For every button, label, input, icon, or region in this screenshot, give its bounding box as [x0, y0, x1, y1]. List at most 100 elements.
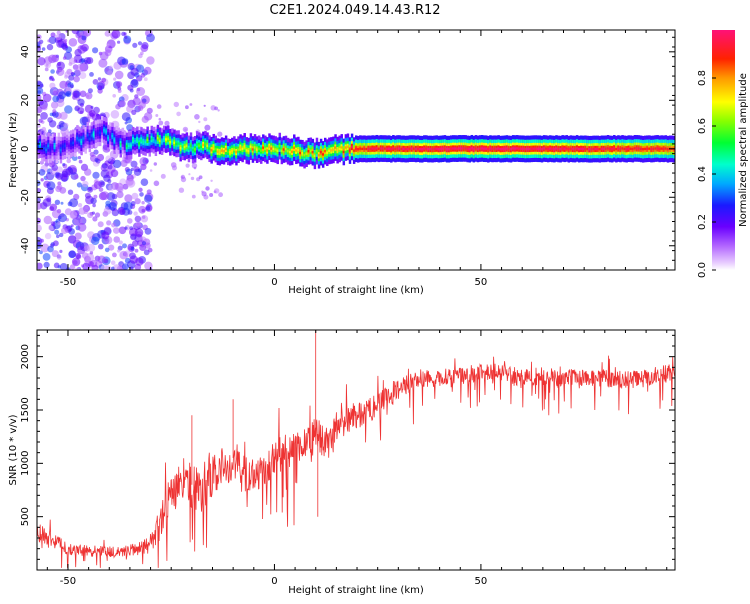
spectrogram-noise-speck: [80, 175, 86, 182]
spectrogram-ridge-cell: [404, 147, 407, 151]
spectrogram-noise-speck: [85, 253, 95, 262]
spectrogram-ridge-cell: [237, 148, 240, 151]
y-tick-label: -20: [20, 189, 31, 205]
spectrogram-noise-speck: [49, 206, 55, 212]
spectrogram-ridge-cell: [516, 147, 519, 150]
spectrogram-ridge-cell: [427, 147, 430, 151]
spectrogram-ridge-cell: [107, 136, 110, 140]
spectrogram-ridge-cell: [464, 147, 467, 150]
spectrogram-noise-speck: [198, 120, 201, 124]
spectrogram-noise-speck: [98, 243, 104, 250]
spectrogram-noise-speck: [214, 106, 219, 111]
spectrogram-ridge-cell: [127, 144, 131, 148]
spectrogram-ridge-cell: [363, 147, 366, 150]
spectrogram-ridge-cell: [309, 149, 312, 153]
spectrogram-noise-speck: [56, 166, 63, 173]
spectrogram-ridge-cell: [392, 147, 395, 150]
spectrogram-ridge-cell: [154, 141, 158, 144]
spectrogram-noise-speck: [92, 79, 99, 85]
spectrogram-ridge-cell: [538, 147, 542, 150]
spectrogram-ridge-cell: [352, 149, 356, 152]
spectrogram-ridge-cell: [121, 139, 125, 143]
spectrogram-ridge-cell: [418, 147, 422, 151]
spectrogram-ridge-cell: [476, 147, 480, 151]
spectrogram-ridge-cell: [328, 149, 331, 153]
spectrogram-ridge-cell: [226, 150, 230, 153]
spectrogram-noise-speck: [123, 201, 133, 211]
spectrogram-ridge-cell: [406, 147, 410, 151]
spectrogram-ridge-cell: [338, 147, 341, 151]
spectrogram-ridge-cell: [452, 147, 455, 150]
spectrogram-ridge-cell: [569, 147, 573, 150]
spectrogram-noise-speck: [116, 191, 124, 199]
spectrogram-ridge-cell: [158, 139, 162, 143]
spectrogram-ridge-cell: [136, 138, 139, 142]
spectrogram-ridge-cell: [303, 153, 306, 157]
spectrogram-noise-speck: [105, 68, 109, 72]
spectrogram-noise-speck: [97, 77, 102, 81]
colorbar-tick-label: 0.6: [697, 118, 708, 134]
spectrogram-ridge-cell: [117, 139, 120, 143]
spectrogram-ridge-cell: [255, 148, 259, 151]
spectrogram-ridge-cell: [542, 147, 546, 150]
spectrogram-panel: -50 0 50 -40 -20 0 20 40 Height of straight lin…: [8, 29, 676, 296]
spectrogram-noise-speck: [121, 58, 129, 65]
spectrogram-noise-speck: [59, 249, 63, 253]
spectrogram-noise-speck: [98, 58, 108, 68]
spectrogram-ridge-cell: [125, 144, 129, 148]
spectrogram-noise-speck: [82, 180, 89, 188]
spectrogram-ridge-cell: [187, 147, 191, 151]
spectrogram-noise-speck: [81, 35, 87, 41]
spectrogram-noise-speck: [37, 188, 42, 194]
spectrogram-noise-speck: [126, 178, 136, 188]
spectrogram-noise-speck: [37, 106, 43, 113]
spectrogram-noise-speck: [155, 114, 159, 117]
spectrogram-ridge-cell: [169, 141, 172, 144]
spectrogram-ridge-cell: [623, 147, 626, 151]
spectrogram-ridge-cell: [646, 147, 649, 150]
spectrogram-ridge-cell: [55, 148, 59, 152]
spectrogram-noise-speck: [134, 215, 142, 223]
x-tick-label: 0: [271, 277, 277, 288]
spectrogram-noise-speck: [194, 114, 200, 120]
spectrogram-noise-speck: [64, 105, 73, 114]
spectrogram-ridge-cell: [375, 147, 379, 150]
spectrogram-noise-speck: [164, 120, 170, 126]
spectrogram-noise-speck: [209, 193, 214, 197]
spectrogram-noise-speck: [217, 131, 223, 137]
spectrogram-ridge-cell: [613, 147, 616, 150]
spectrogram-noise-speck: [119, 250, 128, 260]
spectrogram-ridge-cell: [423, 147, 426, 150]
spectrogram-ridge-cell: [235, 150, 238, 154]
spectrogram-ridge-cell: [371, 147, 374, 150]
spectrogram-noise-speck: [39, 238, 44, 243]
spectrogram-noise-speck: [76, 182, 82, 188]
spectrogram-ridge-cell: [84, 139, 87, 142]
spectrogram-noise-speck: [72, 260, 78, 265]
spectrogram-ridge-cell: [575, 147, 579, 150]
spectrogram-ridge-cell: [513, 147, 517, 150]
spectrogram-ridge-cell: [398, 147, 401, 150]
spectrogram-noise-speck: [117, 40, 121, 44]
spectrogram-ridge-cell: [660, 147, 664, 150]
spectrogram-noise-speck: [149, 169, 153, 172]
spectrogram-noise-speck: [204, 124, 211, 131]
y-tick-label: 1000: [20, 451, 31, 476]
spectrogram-noise-speck: [116, 81, 123, 88]
spectrogram-noise-speck: [71, 30, 80, 35]
spectrogram-ridge-cell: [193, 148, 197, 151]
spectrogram-noise-speck: [92, 216, 98, 222]
spectrogram-ridge-cell: [412, 147, 416, 150]
spectrogram-ridge-cell: [454, 147, 457, 150]
spectrogram-noise-speck: [104, 160, 110, 166]
spectrogram-ridge-cell: [644, 147, 647, 151]
spectrogram-noise-speck: [63, 38, 68, 43]
spectrogram-noise-speck: [87, 243, 96, 252]
spectrogram-ridge-cell: [317, 154, 321, 157]
spectrogram-noise-speck: [68, 57, 76, 65]
y-tick-label: 0: [20, 146, 31, 152]
spectrogram-ridge-cell: [43, 146, 46, 150]
spectrogram-ridge-cell: [421, 148, 424, 151]
spectrogram-noise-speck: [94, 212, 101, 218]
